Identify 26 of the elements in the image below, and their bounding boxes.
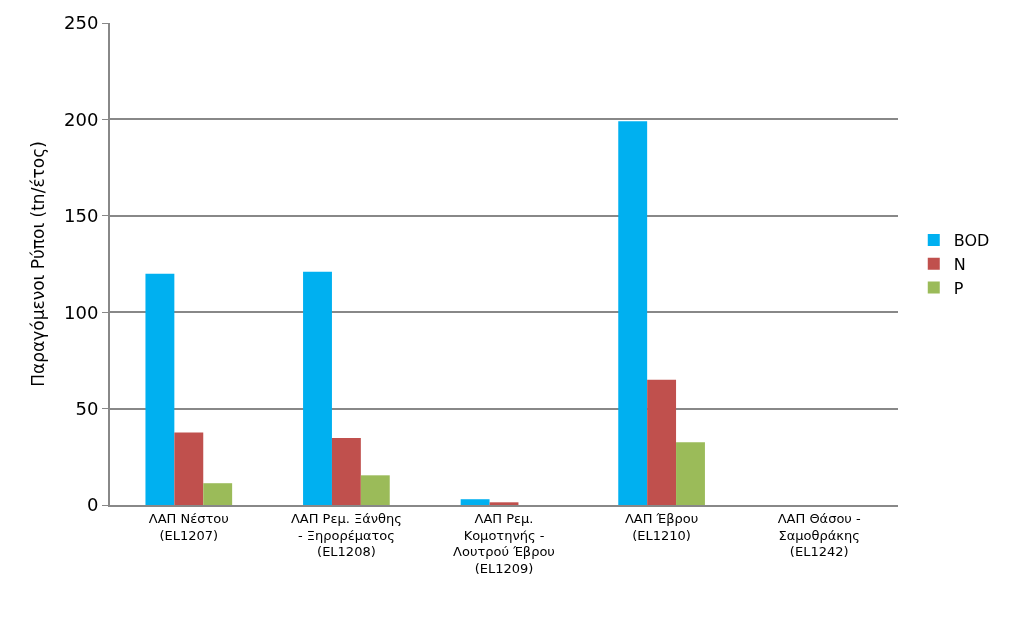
legend-label: N bbox=[953, 254, 966, 274]
y-tick-label: 250 bbox=[64, 12, 99, 34]
x-tick-label: ΛΑΠ Έβρου (EL1210) bbox=[624, 510, 699, 543]
legend-label: P bbox=[953, 278, 964, 298]
x-tick-label: ΛΑΠ Ρεμ. Κομοτηνής - Λουτρού Έβρου (EL1209) bbox=[453, 510, 555, 577]
bar bbox=[174, 432, 204, 505]
x-tick-label: ΛΑΠ Ρεμ. Ξάνθης - Ξηρορέματος (EL1208) bbox=[290, 510, 402, 560]
bar bbox=[360, 475, 390, 505]
bar bbox=[460, 499, 490, 505]
y-tick-label: 150 bbox=[64, 205, 99, 227]
bar bbox=[618, 121, 648, 505]
bar bbox=[489, 502, 519, 505]
bar bbox=[331, 438, 361, 505]
y-tick-label: 50 bbox=[75, 397, 99, 419]
bar bbox=[303, 271, 332, 505]
y-tick-label: 100 bbox=[64, 301, 99, 323]
x-tick-label: ΛΑΠ Θάσου - Σαμοθράκης (EL1242) bbox=[777, 510, 862, 560]
bar bbox=[676, 442, 705, 505]
bar bbox=[145, 273, 175, 505]
legend-label: BOD bbox=[953, 231, 990, 251]
bar bbox=[647, 379, 677, 505]
y-tick-label: 0 bbox=[86, 494, 99, 516]
x-tick-label: ΛΑΠ Νέστου (EL1207) bbox=[148, 510, 229, 543]
y-tick-label: 200 bbox=[64, 108, 99, 130]
y-axis-title: Παραγόμενοι Ρύποι (tn/έτος) bbox=[28, 141, 49, 387]
bar bbox=[203, 483, 233, 505]
